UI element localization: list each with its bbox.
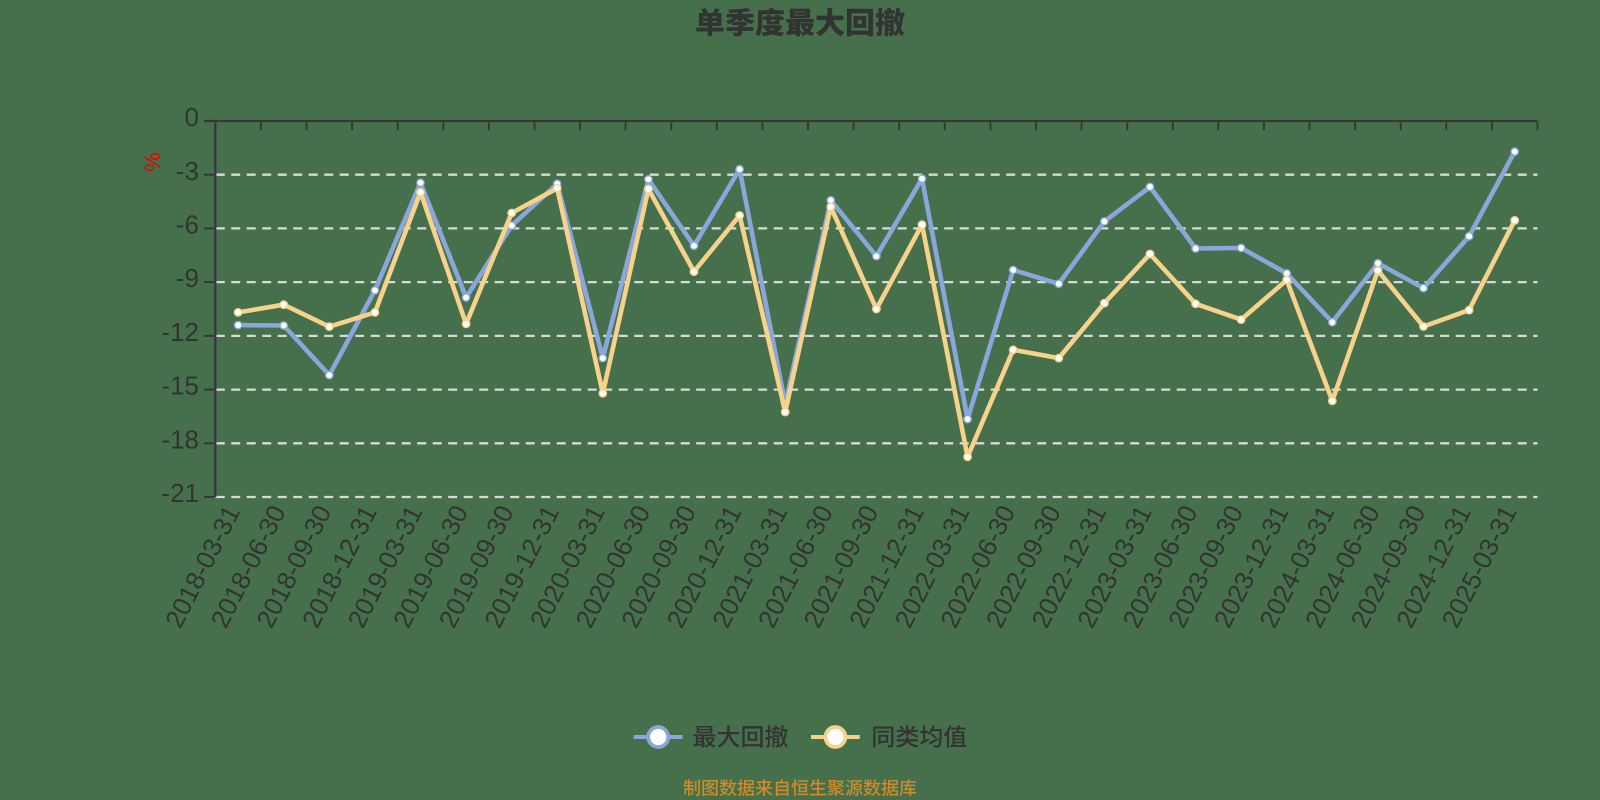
svg-text:%: %: [139, 152, 164, 172]
svg-text:-3: -3: [176, 156, 199, 186]
svg-text:-9: -9: [176, 263, 199, 293]
svg-text:-21: -21: [161, 478, 199, 508]
svg-text:-6: -6: [176, 210, 199, 240]
svg-text:-12: -12: [161, 317, 199, 347]
svg-text:-18: -18: [161, 424, 199, 454]
svg-text:0: 0: [185, 102, 199, 132]
svg-text:-15: -15: [161, 371, 199, 401]
